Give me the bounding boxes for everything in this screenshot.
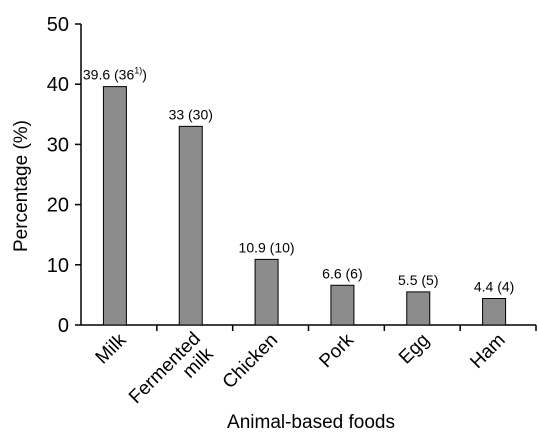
y-tick-label-0: 0 bbox=[58, 315, 69, 337]
x-tick-label-chicken: Chicken bbox=[219, 330, 282, 393]
bar-milk bbox=[102, 86, 127, 326]
x-tick-label-milk: Milk bbox=[92, 329, 131, 368]
data-label-egg: 5.5 (5) bbox=[398, 272, 438, 288]
data-label-pork: 6.6 (6) bbox=[322, 265, 362, 281]
y-tick-label-40: 40 bbox=[47, 74, 69, 96]
bar-egg bbox=[406, 291, 431, 326]
x-tick-label-pork: Pork bbox=[315, 329, 358, 372]
bar-pork bbox=[330, 284, 355, 326]
data-label-milk: 39.6 (361)) bbox=[83, 66, 147, 83]
bar-chicken bbox=[254, 258, 279, 326]
x-tick-label-egg: Egg bbox=[395, 330, 434, 369]
y-tick-label-10: 10 bbox=[47, 255, 69, 277]
y-tick-label-50: 50 bbox=[47, 14, 69, 36]
data-label-chicken: 10.9 (10) bbox=[239, 239, 295, 255]
y-tick-label-20: 20 bbox=[47, 195, 69, 217]
y-axis-title: Percentage (%) bbox=[11, 120, 32, 252]
bar-ham bbox=[482, 298, 507, 326]
y-tick-label-30: 30 bbox=[47, 134, 69, 156]
data-label-ham: 4.4 (4) bbox=[474, 279, 514, 295]
x-tick-label-ham: Ham bbox=[466, 330, 509, 373]
x-tick-label-fermented-milk: Fermentedmilk bbox=[125, 328, 219, 422]
bar-fermented-milk bbox=[178, 125, 203, 326]
data-label-fermented-milk: 33 (30) bbox=[169, 106, 213, 122]
plot-area: 0 10 20 30 40 50 39.6 (361)) Milk 33 (30) Ferment… bbox=[47, 14, 537, 422]
x-axis-title: Animal-based foods bbox=[227, 412, 395, 433]
